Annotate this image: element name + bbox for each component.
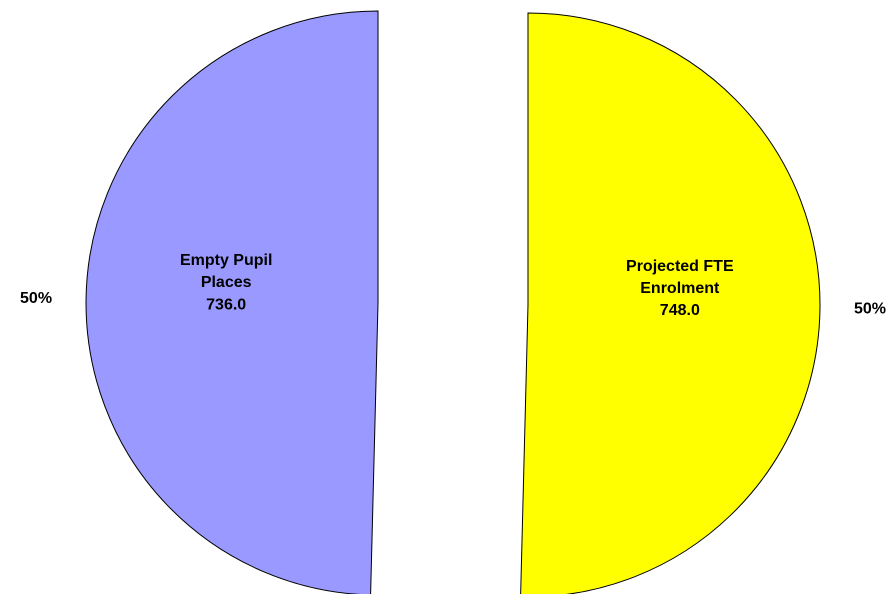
pie-slice — [85, 10, 379, 594]
value-label: 748.0 — [660, 302, 700, 319]
pie-slice — [520, 12, 821, 594]
value-label: 736.0 — [206, 296, 246, 313]
percent-label: 50% — [20, 290, 52, 307]
slice-label: Empty Pupil Places — [180, 252, 272, 291]
slice-label: Projected FTE Enrolment — [626, 258, 734, 297]
percent-label: 50% — [854, 301, 886, 318]
